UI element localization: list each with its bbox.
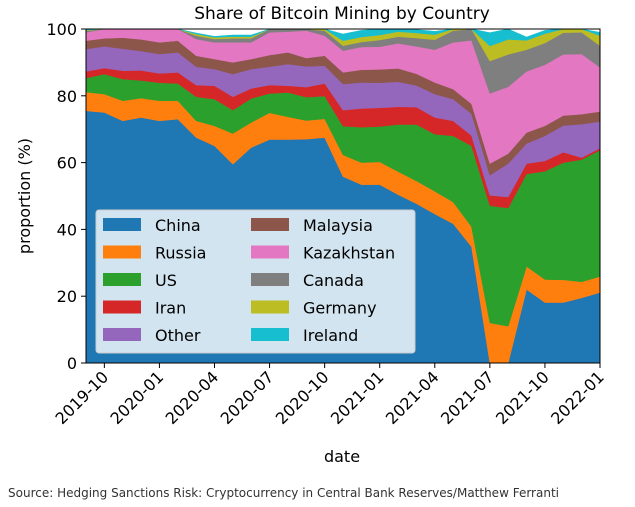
x-axis: 2019-102020-012020-042020-072020-102021-… [51,363,608,428]
x-tick-label: 2020-07 [217,367,278,428]
legend-label-ireland: Ireland [303,326,358,345]
legend-label-china: China [155,216,201,235]
legend-swatch-germany [251,300,289,314]
y-axis: 0 20 40 60 80 100 [46,20,86,373]
legend-swatch-china [103,218,141,231]
y-tick-label: 80 [57,87,77,106]
x-tick-label: 2021-10 [492,367,553,428]
y-axis-label: proportion (%) [15,138,34,254]
chart-title: Share of Bitcoin Mining by Country [194,4,490,24]
x-tick-label: 2020-04 [162,367,223,428]
y-tick-label: 0 [67,354,77,373]
y-tick-label: 100 [46,20,77,39]
legend-label-malaysia: Malaysia [303,216,373,235]
x-tick-label: 2019-10 [51,367,112,428]
x-axis-label: date [324,447,360,466]
legend-swatch-iran [103,300,141,314]
source-caption: Source: Hedging Sanctions Risk: Cryptocu… [8,486,559,500]
x-tick-label: 2020-10 [272,367,333,428]
legend-label-germany: Germany [303,299,377,318]
legend-swatch-canada [251,273,289,286]
legend-swatch-ireland [251,328,289,341]
y-tick-label: 40 [57,220,77,239]
x-tick-label: 2021-01 [327,367,388,428]
y-tick-label: 20 [57,287,77,306]
legend-swatch-us [103,273,141,286]
plot-frame [85,28,601,364]
legend-swatch-other [103,328,141,341]
legend-label-us: US [155,271,177,290]
x-tick-label: 2022-01 [547,367,608,428]
x-tick-label: 2021-07 [437,367,498,428]
legend-label-russia: Russia [155,244,206,263]
legend-label-canada: Canada [303,271,364,290]
legend-label-iran: Iran [155,299,186,318]
legend-swatch-kazakhstan [251,245,289,259]
legend: China Russia US Iran Other Malaysia Kazakhstan… [95,209,416,354]
legend-swatch-malaysia [251,218,289,231]
legend-swatch-russia [103,245,141,259]
legend-label-other: Other [155,326,201,345]
y-tick-label: 60 [57,154,77,173]
stacked-area-chart: Share of Bitcoin Mining by Country 0 20 40… [15,4,608,466]
x-tick-label: 2021-04 [382,367,443,428]
x-tick-label: 2020-01 [107,367,168,428]
legend-label-kazakhstan: Kazakhstan [303,244,395,263]
